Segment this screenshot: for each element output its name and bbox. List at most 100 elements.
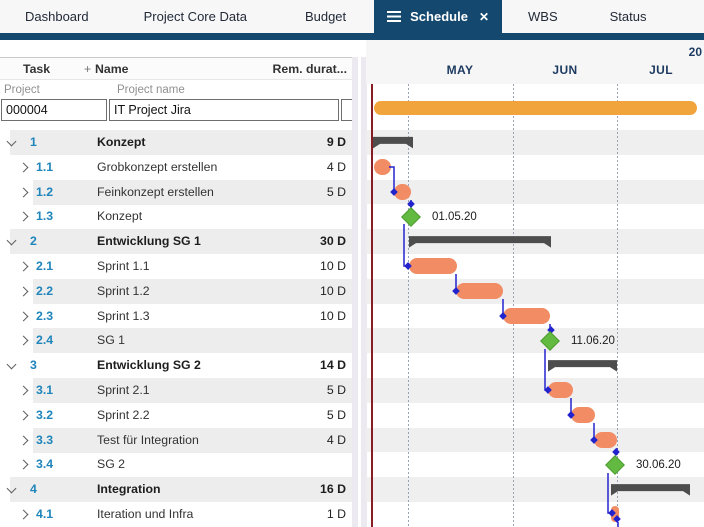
project-summary-bar[interactable]: [374, 101, 697, 115]
task-name: Entwicklung SG 1: [97, 234, 201, 249]
expand-chevron-icon[interactable]: [18, 459, 29, 470]
task-number: 4.1: [36, 507, 54, 521]
table-row-3[interactable]: 3 Entwicklung SG 2 14 D: [0, 353, 352, 378]
task-number: 3.3: [36, 432, 54, 447]
expand-chevron-icon[interactable]: [18, 385, 29, 396]
row-stripe: [33, 278, 352, 304]
task-number: 2.3: [36, 308, 54, 323]
gantt-task-bar[interactable]: [394, 184, 411, 200]
expand-chevron-icon[interactable]: [18, 335, 29, 346]
table-row-1.3[interactable]: 1.3 Konzept: [0, 204, 352, 229]
expand-chevron-icon[interactable]: [18, 162, 29, 173]
row-stripe: [33, 328, 352, 354]
table-row-1.2[interactable]: 1.2 Feinkonzept erstellen 5 D: [0, 179, 352, 205]
gantt-year-label: 20: [688, 45, 702, 59]
table-header: Task + Name Rem. durat...: [0, 57, 352, 80]
gantt-task-bar[interactable]: [374, 159, 391, 176]
task-duration: 30 D: [320, 234, 346, 249]
expand-chevron-icon[interactable]: [18, 509, 29, 520]
table-row-3.2[interactable]: 3.2 Sprint 2.2 5 D: [0, 403, 352, 428]
task-duration: 10 D: [320, 308, 346, 323]
month-gridline: [408, 84, 409, 527]
tab-label: Status: [609, 9, 647, 24]
panel-splitter[interactable]: [361, 57, 367, 527]
table-row-3.3[interactable]: 3.3 Test für Integration 4 D: [0, 427, 352, 453]
task-number: 4: [30, 482, 37, 497]
table-row-3.4[interactable]: 3.4 SG 2: [0, 452, 352, 477]
gantt-task-bar[interactable]: [409, 258, 457, 275]
gantt-task-bar[interactable]: [571, 407, 595, 424]
table-row-2.4[interactable]: 2.4 SG 1: [0, 328, 352, 354]
expand-chevron-icon[interactable]: [18, 435, 29, 446]
tab-budget[interactable]: Budget: [305, 0, 346, 33]
column-header-name[interactable]: Name: [95, 62, 129, 76]
milestone-diamond[interactable]: [401, 206, 421, 227]
tab-status[interactable]: Status: [610, 0, 647, 33]
today-line: [371, 84, 373, 527]
row-stripe: [10, 229, 352, 255]
tab-wbs[interactable]: WBS: [528, 0, 558, 33]
month-gridline: [617, 84, 618, 527]
gantt-task-bar[interactable]: [503, 308, 550, 324]
gantt-task-bar[interactable]: [594, 432, 617, 448]
close-icon[interactable]: ✕: [478, 9, 489, 24]
tab-schedule[interactable]: Schedule ✕: [374, 0, 502, 33]
task-number: 3.4: [36, 457, 54, 472]
task-duration: 9 D: [326, 135, 346, 149]
gantt-task-bar[interactable]: [611, 506, 619, 523]
task-number: 3: [30, 358, 37, 373]
expand-chevron-icon[interactable]: [18, 286, 29, 297]
gantt-row-stripe: [366, 427, 704, 453]
milestone-date-label: 11.06.20: [571, 334, 615, 347]
project-name-input[interactable]: [109, 99, 339, 121]
tab-label: Budget: [304, 9, 347, 24]
table-row-1.1[interactable]: 1.1 Grobkonzept erstellen 4 D: [0, 155, 352, 180]
tab-label: Schedule: [410, 9, 468, 24]
table-row-2[interactable]: 2 Entwicklung SG 1 30 D: [0, 229, 352, 255]
task-number: 2.2: [36, 283, 54, 298]
expand-chevron-icon[interactable]: [18, 410, 29, 421]
task-name: Test für Integration: [97, 432, 199, 447]
column-header-task[interactable]: Task: [23, 62, 51, 76]
gantt-task-bar[interactable]: [548, 382, 573, 399]
gantt-row-stripe: [366, 130, 704, 155]
expand-chevron-icon[interactable]: [18, 187, 29, 198]
gantt-summary-bar[interactable]: [548, 360, 617, 372]
task-duration: 14 D: [320, 358, 346, 373]
column-header-duration[interactable]: Rem. durat...: [272, 62, 347, 76]
expand-chevron-icon[interactable]: [18, 211, 29, 222]
task-duration: 5 D: [326, 184, 346, 199]
gantt-row-stripe: [366, 229, 704, 254]
table-row-3.1[interactable]: 3.1 Sprint 2.1 5 D: [0, 378, 352, 403]
collapse-chevron-icon[interactable]: [6, 359, 17, 370]
tab-label: Dashboard: [25, 9, 89, 24]
table-row-2.1[interactable]: 2.1 Sprint 1.1 10 D: [0, 254, 352, 279]
table-row-4.1[interactable]: 4.1 Iteration und Infra 1 D: [0, 502, 352, 527]
tab-bar-underline: [0, 33, 704, 40]
table-row-2.2[interactable]: 2.2 Sprint 1.2 10 D: [0, 278, 352, 304]
project-id-input[interactable]: [1, 99, 107, 121]
table-scrollbar[interactable]: [352, 57, 358, 527]
tab-project-core-data[interactable]: Project Core Data: [144, 0, 247, 33]
gantt-row-stripe: [366, 278, 704, 304]
task-name: Sprint 1.3: [97, 308, 150, 323]
tab-dashboard[interactable]: Dashboard: [25, 0, 89, 33]
task-number: 3.1: [36, 383, 54, 397]
task-duration: 1 D: [326, 507, 346, 521]
expand-chevron-icon[interactable]: [18, 311, 29, 322]
table-row-1[interactable]: 1 Konzept 9 D: [0, 130, 352, 155]
task-number: 2.1: [36, 259, 54, 273]
row-stripe: [33, 179, 352, 205]
task-name: Feinkonzept erstellen: [97, 184, 214, 199]
task-name: Grobkonzept erstellen: [97, 159, 218, 174]
task-name: SG 1: [97, 333, 126, 348]
table-row-4[interactable]: 4 Integration 16 D: [0, 477, 352, 503]
gantt-task-bar[interactable]: [456, 283, 503, 300]
table-row-2.3[interactable]: 2.3 Sprint 1.3 10 D: [0, 304, 352, 329]
add-column-button[interactable]: +: [84, 62, 92, 76]
hamburger-icon: [387, 11, 402, 22]
milestone-diamond[interactable]: [605, 454, 625, 475]
task-number: 1.3: [36, 209, 54, 224]
expand-chevron-icon[interactable]: [18, 261, 29, 272]
